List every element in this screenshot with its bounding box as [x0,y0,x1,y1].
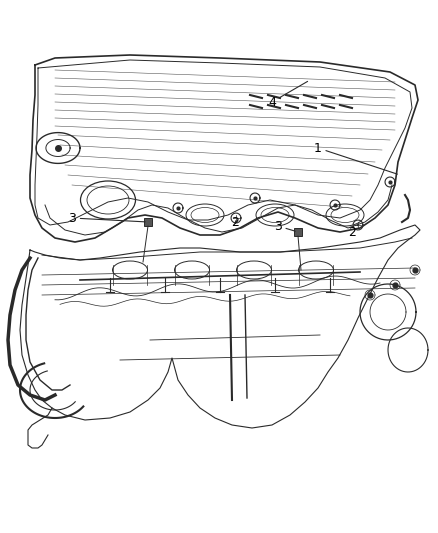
Text: 2: 2 [231,216,239,230]
Text: 3: 3 [274,220,282,232]
Text: 4: 4 [268,95,276,109]
Text: 3: 3 [68,212,76,224]
Text: 2: 2 [348,225,356,238]
Bar [144,218,152,226]
Bar [294,228,302,236]
Text: 1: 1 [314,141,322,155]
